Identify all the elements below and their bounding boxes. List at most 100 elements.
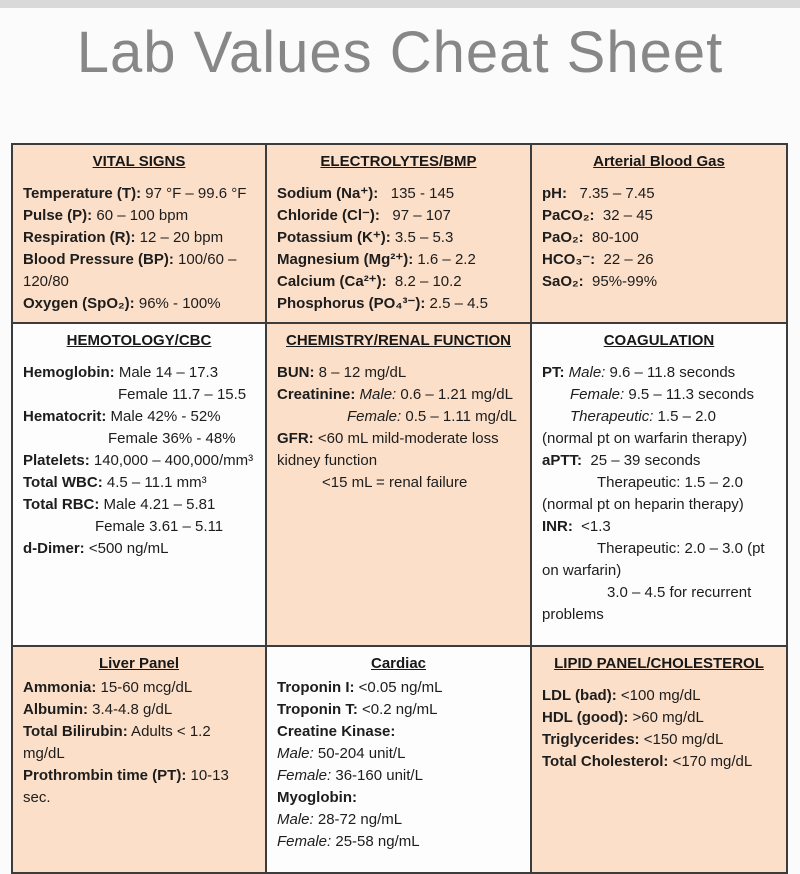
lab-line: Total WBC: 4.5 – 11.1 mm³ bbox=[23, 472, 255, 494]
cell-header-chemistry-renal-function: CHEMISTRY/RENAL FUNCTION bbox=[286, 332, 511, 349]
lab-text: Male: bbox=[277, 745, 314, 762]
lab-text: Male 42% - 52% bbox=[106, 408, 221, 425]
lab-text: 7.35 – 7.45 bbox=[567, 185, 655, 202]
cell-header-cardiac: Cardiac bbox=[370, 655, 427, 672]
lab-line: Oxygen (SpO₂): 96% - 100% bbox=[23, 293, 255, 315]
lab-text: Male 4.21 – 5.81 bbox=[99, 496, 216, 513]
lab-text: 140,000 – 400,000/mm³ bbox=[89, 452, 254, 469]
lab-text: PaO₂: bbox=[542, 229, 584, 246]
cell-coagulation: COAGULATION PT: Male: 9.6 – 11.8 seconds F… bbox=[532, 324, 786, 645]
lab-text: Female: bbox=[570, 386, 625, 403]
lab-text: Myoglobin: bbox=[277, 789, 357, 806]
lab-line: Ammonia: 15-60 mcg/dL bbox=[23, 677, 255, 699]
lab-text: Temperature (T): bbox=[23, 185, 142, 202]
lab-line: (normal pt on heparin therapy) bbox=[542, 494, 776, 516]
lab-text: on warfarin) bbox=[542, 562, 622, 579]
lab-text: Female: bbox=[277, 767, 332, 784]
lab-text: Therapeutic: 2.0 – 3.0 (pt bbox=[597, 540, 765, 557]
lab-text: Platelets: bbox=[23, 452, 90, 469]
lab-text: 25 – 39 seconds bbox=[582, 452, 701, 469]
lab-text: 135 - 145 bbox=[378, 185, 455, 202]
lab-text: Respiration (R): bbox=[23, 229, 136, 246]
lab-text: HDL (good): bbox=[542, 709, 629, 726]
lab-line: Therapeutic: 1.5 – 2.0 bbox=[542, 406, 776, 428]
lab-line: kidney function bbox=[277, 450, 520, 472]
cell-chemistry-renal-function: CHEMISTRY/RENAL FUNCTION BUN: 8 – 12 mg/d… bbox=[267, 324, 530, 645]
lab-text: Hemoglobin: bbox=[23, 364, 115, 381]
lab-line: Female 3.61 – 5.11 bbox=[23, 516, 255, 538]
lab-text: PaCO₂: bbox=[542, 207, 595, 224]
lab-line: 3.0 – 4.5 for recurrent bbox=[542, 582, 776, 604]
lab-text: 25-58 ng/mL bbox=[331, 833, 420, 850]
cell-header-coagulation: COAGULATION bbox=[603, 332, 715, 349]
lab-text: 0.6 – 1.21 mg/dL bbox=[396, 386, 513, 403]
lab-text: 80-100 bbox=[583, 229, 639, 246]
lab-line: Therapeutic: 1.5 – 2.0 bbox=[542, 472, 776, 494]
lab-text: <0.2 ng/mL bbox=[357, 701, 438, 718]
lab-line: Troponin I: <0.05 ng/mL bbox=[277, 677, 520, 699]
lab-line: Female: 0.5 – 1.11 mg/dL bbox=[277, 406, 520, 428]
lab-text: (normal pt on heparin therapy) bbox=[542, 496, 744, 513]
lab-text: Prothrombin time (PT): bbox=[23, 767, 187, 784]
lab-text: Male: bbox=[568, 364, 606, 381]
lab-line: Total Cholesterol: <170 mg/dL bbox=[542, 751, 776, 773]
cell-header-electrolytes-bmp: ELECTROLYTES/BMP bbox=[320, 153, 477, 170]
lab-text: LDL (bad): bbox=[542, 687, 617, 704]
lab-text: 100/60 – bbox=[173, 251, 237, 268]
lab-line: Pulse (P): 60 – 100 bpm bbox=[23, 205, 255, 227]
scan-edge-artifact bbox=[0, 0, 800, 8]
lab-text: <0.05 ng/mL bbox=[354, 679, 443, 696]
lab-text: Total Cholesterol: bbox=[542, 753, 669, 770]
lab-text: Potassium (K⁺): bbox=[277, 229, 391, 246]
lab-text: 28-72 ng/mL bbox=[313, 811, 403, 828]
lab-text: 97 °F – 99.6 °F bbox=[141, 185, 247, 202]
lab-line: aPTT: 25 – 39 seconds bbox=[542, 450, 776, 472]
lab-line: Male: 28-72 ng/mL bbox=[277, 809, 520, 831]
lab-text: Therapeutic: 1.5 – 2.0 bbox=[597, 474, 743, 491]
lab-line: Platelets: 140,000 – 400,000/mm³ bbox=[23, 450, 255, 472]
lab-text: 2.5 – 4.5 bbox=[425, 295, 488, 312]
lab-text: 0.5 – 1.11 mg/dL bbox=[401, 408, 517, 425]
cell-header-lipid-panel-cholesterol: LIPID PANEL/CHOLESTEROL bbox=[554, 655, 764, 672]
lab-text: Blood Pressure (BP): bbox=[23, 251, 174, 268]
lab-line: Chloride (Cl⁻): 97 – 107 bbox=[277, 205, 520, 227]
page-title: Lab Values Cheat Sheet bbox=[76, 20, 724, 85]
lab-text: 15-60 mcg/dL bbox=[96, 679, 193, 696]
lab-line: Total RBC: Male 4.21 – 5.81 bbox=[23, 494, 255, 516]
lab-text: 32 – 45 bbox=[594, 207, 653, 224]
lab-line: HCO₃⁻: 22 – 26 bbox=[542, 249, 776, 271]
lab-text: kidney function bbox=[277, 452, 378, 469]
lab-text: Oxygen (SpO₂): bbox=[23, 295, 135, 312]
lab-text: Calcium (Ca²⁺): bbox=[277, 273, 387, 290]
cell-electrolytes-bmp: ELECTROLYTES/BMP Sodium (Na⁺): 135 - 145 C… bbox=[267, 145, 530, 322]
lab-text: 9.5 – 11.3 seconds bbox=[624, 386, 755, 403]
lab-text: 1.6 – 2.2 bbox=[413, 251, 476, 268]
lab-text: 60 – 100 bpm bbox=[92, 207, 189, 224]
lab-line: Creatine Kinase: bbox=[277, 721, 520, 743]
lab-text: <170 mg/dL bbox=[668, 753, 753, 770]
lab-line: Hemoglobin: Male 14 – 17.3 bbox=[23, 362, 255, 384]
lab-line: PaCO₂: 32 – 45 bbox=[542, 205, 776, 227]
lab-text: Female 11.7 – 15.5 bbox=[118, 386, 247, 403]
cell-header-liver-panel: Liver Panel bbox=[98, 655, 180, 672]
lab-line: Blood Pressure (BP): 100/60 – bbox=[23, 249, 255, 271]
lab-text: <60 mL mild-moderate loss bbox=[313, 430, 499, 447]
lab-line: Female 36% - 48% bbox=[23, 428, 255, 450]
lab-line: Phosphorus (PO₄³⁻): 2.5 – 4.5 bbox=[277, 293, 520, 315]
lab-text: Male: bbox=[359, 386, 397, 403]
lab-line: Prothrombin time (PT): 10-13 sec. bbox=[23, 765, 255, 809]
lab-text: Ammonia: bbox=[23, 679, 97, 696]
lab-text: Female 3.61 – 5.11 bbox=[95, 518, 224, 535]
lab-text: Triglycerides: bbox=[542, 731, 640, 748]
lab-text: Hematocrit: bbox=[23, 408, 107, 425]
lab-line: Potassium (K⁺): 3.5 – 5.3 bbox=[277, 227, 520, 249]
lab-text: Male 14 – 17.3 bbox=[114, 364, 219, 381]
lab-text: pH: bbox=[542, 185, 567, 202]
lab-text: 8.2 – 10.2 bbox=[386, 273, 462, 290]
lab-line: <15 mL = renal failure bbox=[277, 472, 520, 494]
lab-text: Therapeutic: bbox=[570, 408, 654, 425]
lab-text: <100 mg/dL bbox=[616, 687, 701, 704]
lab-line: Male: 50-204 unit/L bbox=[277, 743, 520, 765]
lab-line: Albumin: 3.4-4.8 g/dL bbox=[23, 699, 255, 721]
